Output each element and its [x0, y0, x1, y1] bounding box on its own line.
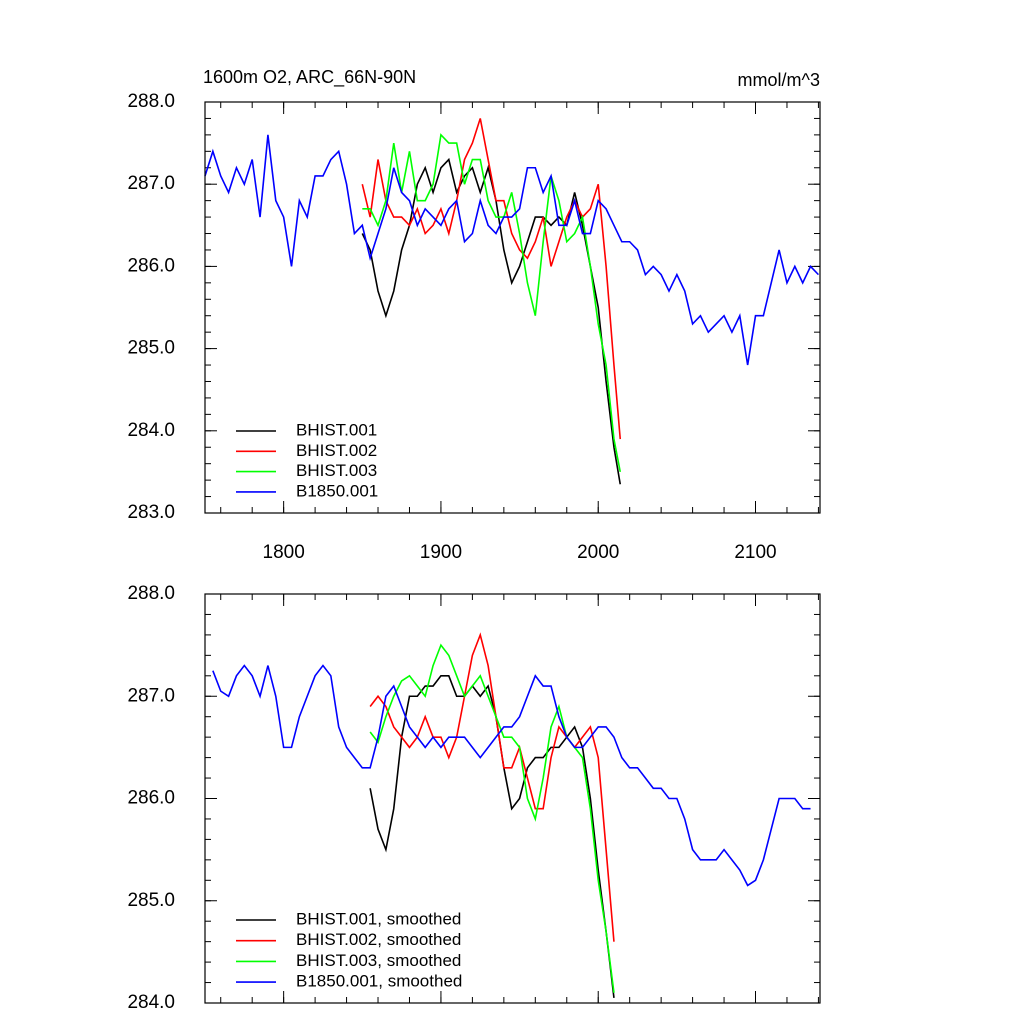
- x-tick-label: 1800: [263, 542, 305, 563]
- x-tick-label: 2000: [577, 542, 619, 563]
- y-tick-label: 287.0: [127, 173, 175, 194]
- data-line: [361, 118, 622, 440]
- x-tick-label: 2100: [734, 542, 776, 563]
- plot-frame: [204, 101, 821, 514]
- data-line: [369, 632, 615, 942]
- data-line: [212, 664, 811, 887]
- y-tick-label: 287.0: [127, 685, 175, 706]
- y-tick-label: 288.0: [127, 583, 175, 604]
- y-tick-label: 288.0: [127, 91, 175, 112]
- data-line: [369, 675, 615, 998]
- data-line: [204, 134, 820, 366]
- y-tick-label: 284.0: [127, 420, 175, 441]
- plot-frame: [204, 593, 821, 1004]
- y-tick-label: 284.0: [127, 992, 175, 1013]
- legend-label: BHIST.001: [296, 420, 377, 439]
- legend-label: BHIST.001, smoothed: [296, 909, 461, 928]
- data-line: [362, 133, 622, 473]
- legend-label: BHIST.002, smoothed: [296, 930, 461, 949]
- legend-label: BHIST.003, smoothed: [296, 951, 461, 970]
- legend-label: B1850.001: [296, 481, 378, 500]
- x-tick-label: 1900: [420, 542, 462, 563]
- units-label: mmol/m^3: [738, 70, 820, 90]
- y-tick-label: 286.0: [127, 788, 175, 809]
- legend-label: BHIST.003: [296, 461, 377, 480]
- y-tick-label: 285.0: [127, 890, 175, 911]
- chart-title: 1600m O2, ARC_66N-90N: [203, 67, 416, 88]
- legend-label: BHIST.002: [296, 441, 377, 460]
- legend-label: B1850.001, smoothed: [296, 972, 462, 991]
- y-tick-label: 283.0: [127, 502, 175, 523]
- y-tick-label: 285.0: [127, 338, 175, 359]
- y-tick-label: 286.0: [127, 255, 175, 276]
